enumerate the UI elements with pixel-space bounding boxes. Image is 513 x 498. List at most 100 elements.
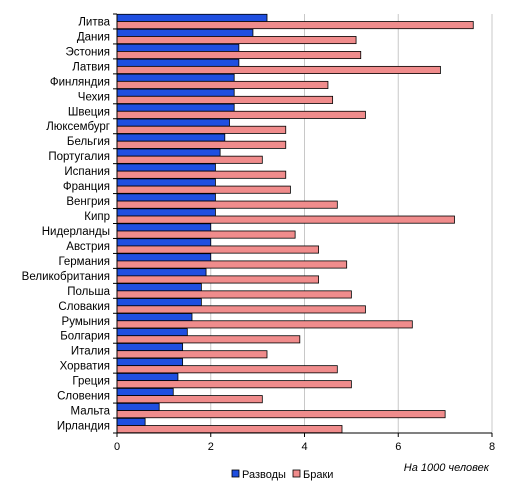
bar-marriages <box>116 215 455 224</box>
x-tick-label: 2 <box>208 441 214 453</box>
bar-divorces <box>116 328 188 337</box>
bar-divorces <box>116 148 221 157</box>
bar-divorces <box>116 163 216 172</box>
bar-marriages <box>116 155 263 164</box>
bar-marriages <box>116 200 338 209</box>
legend-swatch <box>292 469 301 478</box>
category-label: Польша <box>67 286 110 298</box>
bar-divorces <box>116 253 212 262</box>
bar-divorces <box>116 178 216 187</box>
bar-divorces <box>116 268 207 277</box>
bar-divorces <box>116 208 216 217</box>
bar-marriages <box>116 350 268 359</box>
legend-label: Разводы <box>242 469 286 481</box>
bar-divorces <box>116 313 193 322</box>
bar-divorces <box>116 358 184 367</box>
x-tick-label: 8 <box>489 441 495 453</box>
bar-divorces <box>116 343 184 352</box>
bar-divorces <box>116 193 216 202</box>
bar-marriages <box>116 95 334 104</box>
category-label: Греция <box>72 376 110 388</box>
category-label: Чехия <box>78 91 110 103</box>
units-note: На 1000 человек <box>404 462 490 474</box>
bar-divorces <box>116 402 160 411</box>
bar-divorces <box>116 58 240 67</box>
category-label: Хорватия <box>60 361 110 373</box>
x-tick-labels: 0 2 4 6 8 <box>114 441 495 453</box>
category-label: Италия <box>71 346 110 358</box>
legend-swatch <box>231 469 240 478</box>
category-label: Люксембург <box>46 121 110 133</box>
bar-divorces <box>116 387 174 396</box>
category-label: Кипр <box>84 211 110 223</box>
category-label: Словения <box>57 391 110 403</box>
category-label: Литва <box>78 16 110 28</box>
bar-marriages <box>116 380 352 389</box>
bar-marriages <box>116 305 366 314</box>
category-label: Румыния <box>62 316 110 328</box>
bar-marriages <box>116 425 343 434</box>
category-label: Швеция <box>68 106 110 118</box>
category-label: Мальта <box>71 406 111 418</box>
category-labels: Литва Дания Эстония Латвия Финляндия Чехия Шве… <box>22 16 111 432</box>
category-label: Ирландия <box>57 421 110 433</box>
bar-marriages <box>116 36 357 45</box>
axes <box>113 13 493 437</box>
bar-marriages <box>116 290 352 299</box>
legend: Разводы Браки <box>231 469 333 481</box>
category-label: Великобритания <box>22 271 110 283</box>
bar-marriages <box>116 410 446 419</box>
bar-marriages <box>116 335 301 344</box>
bar-divorces <box>116 283 202 292</box>
bar-divorces <box>116 417 146 426</box>
legend-label: Браки <box>303 469 333 481</box>
bar-marriages <box>116 230 296 239</box>
bar-marriages <box>116 365 338 374</box>
bar-marriages <box>116 21 474 30</box>
category-label: Бельгия <box>67 136 110 148</box>
bar-marriages <box>116 185 291 194</box>
bar-marriages <box>116 125 287 134</box>
bar-marriages <box>116 170 287 179</box>
bar-divorces <box>116 13 268 22</box>
category-label: Болгария <box>60 331 110 343</box>
bar-divorces <box>116 298 202 307</box>
bar-marriages <box>116 245 319 254</box>
category-label: Словакия <box>58 301 110 313</box>
bar-marriages <box>116 140 287 149</box>
bar-marriages <box>116 395 263 404</box>
bar-divorces <box>116 43 240 52</box>
category-label: Нидерланды <box>42 226 110 238</box>
bar-divorces <box>116 373 179 382</box>
bar-marriages <box>116 110 366 119</box>
bar-divorces <box>116 73 235 82</box>
x-tick-label: 6 <box>395 441 401 453</box>
bars <box>116 13 474 434</box>
bar-marriages <box>116 260 348 269</box>
category-label: Испания <box>64 166 110 178</box>
bar-marriages <box>116 275 319 284</box>
bar-divorces <box>116 28 254 37</box>
bar-marriages <box>116 65 441 74</box>
bar-divorces <box>116 238 212 247</box>
bar-divorces <box>116 223 212 232</box>
bar-divorces <box>116 103 235 112</box>
bar-marriages <box>116 51 362 60</box>
bar-marriages <box>116 80 329 89</box>
bar-divorces <box>116 133 226 142</box>
bar-divorces <box>116 118 230 127</box>
bar-marriages <box>116 320 413 329</box>
category-label: Финляндия <box>50 76 110 88</box>
category-label: Германия <box>58 256 110 268</box>
bar-divorces <box>116 88 235 97</box>
category-label: Латвия <box>72 61 110 73</box>
x-tick-label: 0 <box>114 441 120 453</box>
category-label: Дания <box>77 31 110 43</box>
category-label: Венгрия <box>66 196 110 208</box>
category-label: Португалия <box>48 151 110 163</box>
category-label: Эстония <box>65 46 110 58</box>
category-label: Австрия <box>66 241 110 253</box>
x-tick-label: 4 <box>301 441 307 453</box>
